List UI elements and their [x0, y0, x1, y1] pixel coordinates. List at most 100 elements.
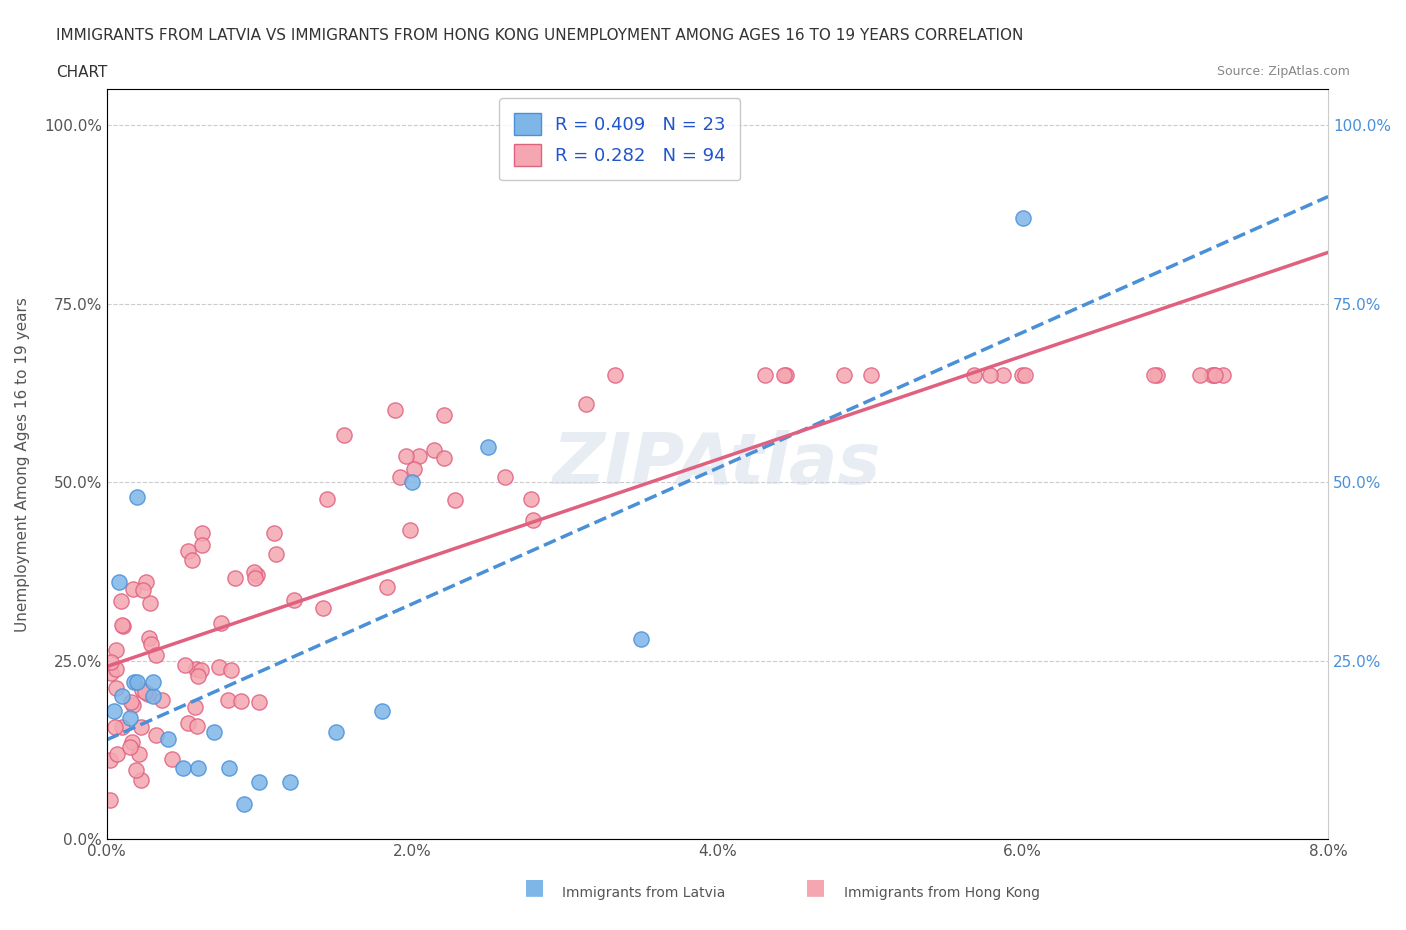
Point [160, 751, 183, 766]
Point [131, 773, 153, 788]
Point [395, 448, 418, 463]
Point [131, 683, 153, 698]
Point [190, 662, 212, 677]
Point [104, 681, 127, 696]
Point [173, 658, 195, 672]
Point [312, 601, 335, 616]
Point [136, 686, 159, 701]
Point [233, 796, 256, 811]
Point [423, 443, 446, 458]
Point [401, 475, 423, 490]
Point [404, 462, 426, 477]
Point [186, 718, 208, 733]
Point [184, 699, 207, 714]
Text: CHART: CHART [56, 65, 108, 80]
Point [991, 367, 1014, 382]
Point [247, 694, 270, 709]
Point [630, 631, 652, 646]
Point [139, 596, 162, 611]
Point [775, 367, 797, 382]
Point [399, 523, 422, 538]
Point [208, 659, 231, 674]
Point [1212, 367, 1234, 382]
Point [112, 618, 135, 633]
Point [145, 727, 167, 742]
Text: Source: ZipAtlas.com: Source: ZipAtlas.com [1216, 65, 1350, 78]
Point [249, 775, 271, 790]
Point [444, 492, 467, 507]
Point [127, 489, 149, 504]
Point [129, 719, 152, 734]
Point [243, 565, 266, 579]
Point [122, 698, 145, 712]
Text: Immigrants from Latvia: Immigrants from Latvia [562, 885, 725, 900]
Point [131, 583, 153, 598]
Point [278, 775, 301, 790]
Point [1202, 367, 1225, 382]
Point [172, 761, 194, 776]
Point [224, 571, 246, 586]
Point [370, 703, 392, 718]
Point [832, 367, 855, 382]
Legend: R = 0.409   N = 23, R = 0.282   N = 94: R = 0.409 N = 23, R = 0.282 N = 94 [499, 99, 740, 180]
Point [100, 666, 122, 681]
Point [219, 662, 242, 677]
Point [963, 367, 986, 382]
Point [104, 720, 127, 735]
Point [156, 732, 179, 747]
Point [264, 547, 287, 562]
Point [176, 543, 198, 558]
Point [389, 470, 412, 485]
Point [139, 636, 162, 651]
Point [384, 403, 406, 418]
Text: ■: ■ [806, 877, 825, 897]
Point [433, 450, 456, 465]
Point [979, 367, 1001, 382]
Point [145, 647, 167, 662]
Point [1011, 367, 1033, 382]
Point [187, 669, 209, 684]
Point [142, 675, 165, 690]
Point [138, 631, 160, 645]
Point [773, 367, 796, 382]
Point [105, 747, 128, 762]
Point [433, 407, 456, 422]
Point [142, 689, 165, 704]
Point [103, 703, 125, 718]
Point [1011, 210, 1033, 225]
Point [333, 428, 356, 443]
Point [118, 711, 141, 725]
Point [100, 655, 122, 670]
Text: ■: ■ [524, 877, 544, 897]
Point [229, 693, 252, 708]
Point [754, 367, 776, 382]
Point [121, 735, 143, 750]
Text: Immigrants from Hong Kong: Immigrants from Hong Kong [844, 885, 1039, 900]
Point [187, 761, 209, 776]
Point [522, 512, 544, 527]
Point [202, 724, 225, 739]
Point [120, 694, 142, 709]
Point [104, 662, 127, 677]
Point [605, 367, 627, 382]
Point [218, 761, 240, 776]
Point [110, 594, 132, 609]
Point [263, 525, 285, 540]
Point [209, 616, 232, 631]
Point [283, 592, 305, 607]
Point [315, 492, 337, 507]
Point [519, 492, 541, 507]
Point [111, 689, 134, 704]
Point [181, 552, 204, 567]
Point [98, 752, 121, 767]
Point [122, 675, 145, 690]
Point [1201, 367, 1223, 382]
Point [191, 525, 214, 540]
Point [408, 449, 430, 464]
Text: IMMIGRANTS FROM LATVIA VS IMMIGRANTS FROM HONG KONG UNEMPLOYMENT AMONG AGES 16 T: IMMIGRANTS FROM LATVIA VS IMMIGRANTS FRO… [56, 28, 1024, 43]
Point [184, 661, 207, 676]
Point [494, 470, 516, 485]
Y-axis label: Unemployment Among Ages 16 to 19 years: Unemployment Among Ages 16 to 19 years [15, 297, 30, 631]
Point [245, 570, 267, 585]
Point [375, 579, 398, 594]
